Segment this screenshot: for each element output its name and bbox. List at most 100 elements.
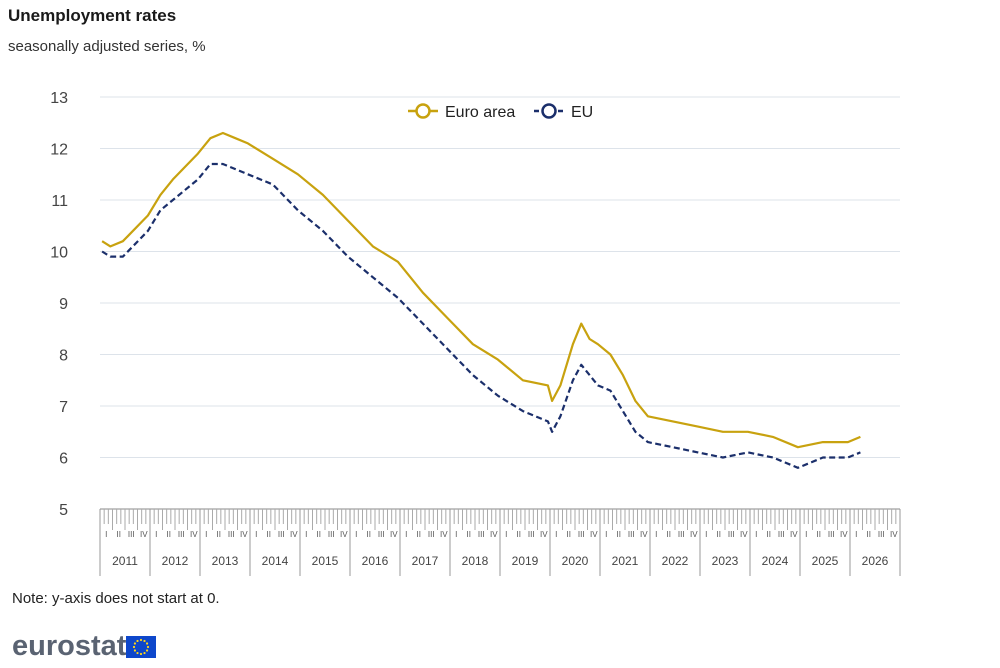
year-label: 2022	[662, 554, 689, 568]
quarter-label: II	[517, 530, 521, 539]
eurostat-logo: eurostat	[12, 630, 157, 663]
quarter-label: II	[867, 530, 871, 539]
quarter-label: IV	[740, 530, 748, 539]
quarter-label: III	[578, 530, 585, 539]
quarter-label: II	[417, 530, 421, 539]
flag-star	[143, 651, 147, 654]
quarter-label: III	[628, 530, 635, 539]
eu-flag-icon	[126, 635, 157, 658]
year-label: 2014	[262, 554, 289, 568]
quarter-label: II	[667, 530, 671, 539]
flag-star	[140, 638, 143, 641]
year-label: 2026	[862, 554, 889, 568]
quarter-label: IV	[590, 530, 598, 539]
quarter-label: I	[205, 530, 207, 539]
legend-label-eu: EU	[571, 104, 593, 121]
quarter-label: III	[178, 530, 185, 539]
quarter-label: II	[117, 530, 121, 539]
quarter-label: IV	[690, 530, 698, 539]
quarter-label: I	[555, 530, 557, 539]
flag-star	[143, 639, 147, 642]
quarter-label: IV	[340, 530, 348, 539]
quarter-label: II	[617, 530, 621, 539]
quarter-label: II	[267, 530, 271, 539]
quarter-label: III	[728, 530, 735, 539]
quarter-label: III	[478, 530, 485, 539]
year-label: 2017	[412, 554, 439, 568]
quarter-label: I	[655, 530, 657, 539]
quarter-label: II	[167, 530, 171, 539]
quarter-label: IV	[390, 530, 398, 539]
flag-star	[136, 639, 140, 642]
quarter-label: II	[817, 530, 821, 539]
y-tick-label: 10	[50, 245, 68, 262]
year-label: 2015	[312, 554, 339, 568]
y-tick-label: 7	[59, 399, 68, 416]
year-label: 2023	[712, 554, 739, 568]
y-tick-label: 5	[59, 502, 68, 519]
quarter-label: II	[367, 530, 371, 539]
series-line-eu[interactable]	[101, 162, 861, 469]
flag-star	[133, 645, 136, 648]
quarter-label: I	[805, 530, 807, 539]
quarter-label: IV	[290, 530, 298, 539]
flag-star	[140, 652, 143, 655]
quarter-label: II	[317, 530, 321, 539]
legend[interactable]: Euro area EU	[408, 103, 593, 121]
quarter-label: I	[705, 530, 707, 539]
quarter-label: II	[767, 530, 771, 539]
year-label: 2024	[762, 554, 789, 568]
year-label: 2012	[162, 554, 189, 568]
quarter-label: III	[528, 530, 535, 539]
quarter-label: III	[378, 530, 385, 539]
y-tick-label: 8	[59, 348, 68, 365]
legend-item-eu[interactable]: EU	[534, 103, 593, 121]
quarter-label: III	[278, 530, 285, 539]
year-label: 2021	[612, 554, 639, 568]
y-tick-label: 12	[50, 142, 68, 159]
series-line-euro-area[interactable]	[101, 131, 861, 449]
quarter-label: IV	[840, 530, 848, 539]
legend-marker-euro-area	[415, 103, 431, 119]
legend-marker-eu	[541, 103, 557, 119]
year-label: 2011	[112, 554, 138, 568]
flag-star	[134, 648, 137, 652]
chart-note: Note: y-axis does not start at 0.	[12, 590, 220, 607]
flag-star	[146, 648, 149, 652]
quarter-label: IV	[240, 530, 248, 539]
quarter-label: I	[605, 530, 607, 539]
quarter-label: III	[228, 530, 235, 539]
quarter-label: IV	[790, 530, 798, 539]
year-label: 2019	[512, 554, 539, 568]
legend-item-euro-area[interactable]: Euro area	[408, 103, 515, 121]
quarter-label: I	[355, 530, 357, 539]
quarter-label: IV	[540, 530, 548, 539]
year-label: 2013	[212, 554, 239, 568]
year-label: 2025	[812, 554, 839, 568]
quarter-label: II	[217, 530, 221, 539]
y-tick-label: 6	[59, 451, 68, 468]
quarter-label: IV	[640, 530, 648, 539]
series-lines	[101, 131, 861, 469]
flag-star	[134, 641, 137, 645]
quarter-label: III	[328, 530, 335, 539]
quarter-label: I	[855, 530, 857, 539]
y-tick-label: 11	[51, 193, 68, 210]
quarter-label: III	[428, 530, 435, 539]
quarter-label: I	[305, 530, 307, 539]
quarter-label: II	[467, 530, 471, 539]
quarter-label: II	[567, 530, 571, 539]
chart-title: Unemployment rates	[8, 6, 177, 25]
quarter-label: I	[255, 530, 257, 539]
quarter-label: III	[878, 530, 885, 539]
chart-subtitle: seasonally adjusted series, %	[8, 38, 206, 55]
quarter-label: III	[678, 530, 685, 539]
year-label: 2020	[562, 554, 589, 568]
y-tick-label: 13	[50, 90, 68, 107]
legend-label-euro-area: Euro area	[445, 104, 515, 121]
quarter-label: I	[505, 530, 507, 539]
flag-star	[147, 645, 150, 648]
year-label: 2016	[362, 554, 389, 568]
quarter-label: I	[105, 530, 107, 539]
